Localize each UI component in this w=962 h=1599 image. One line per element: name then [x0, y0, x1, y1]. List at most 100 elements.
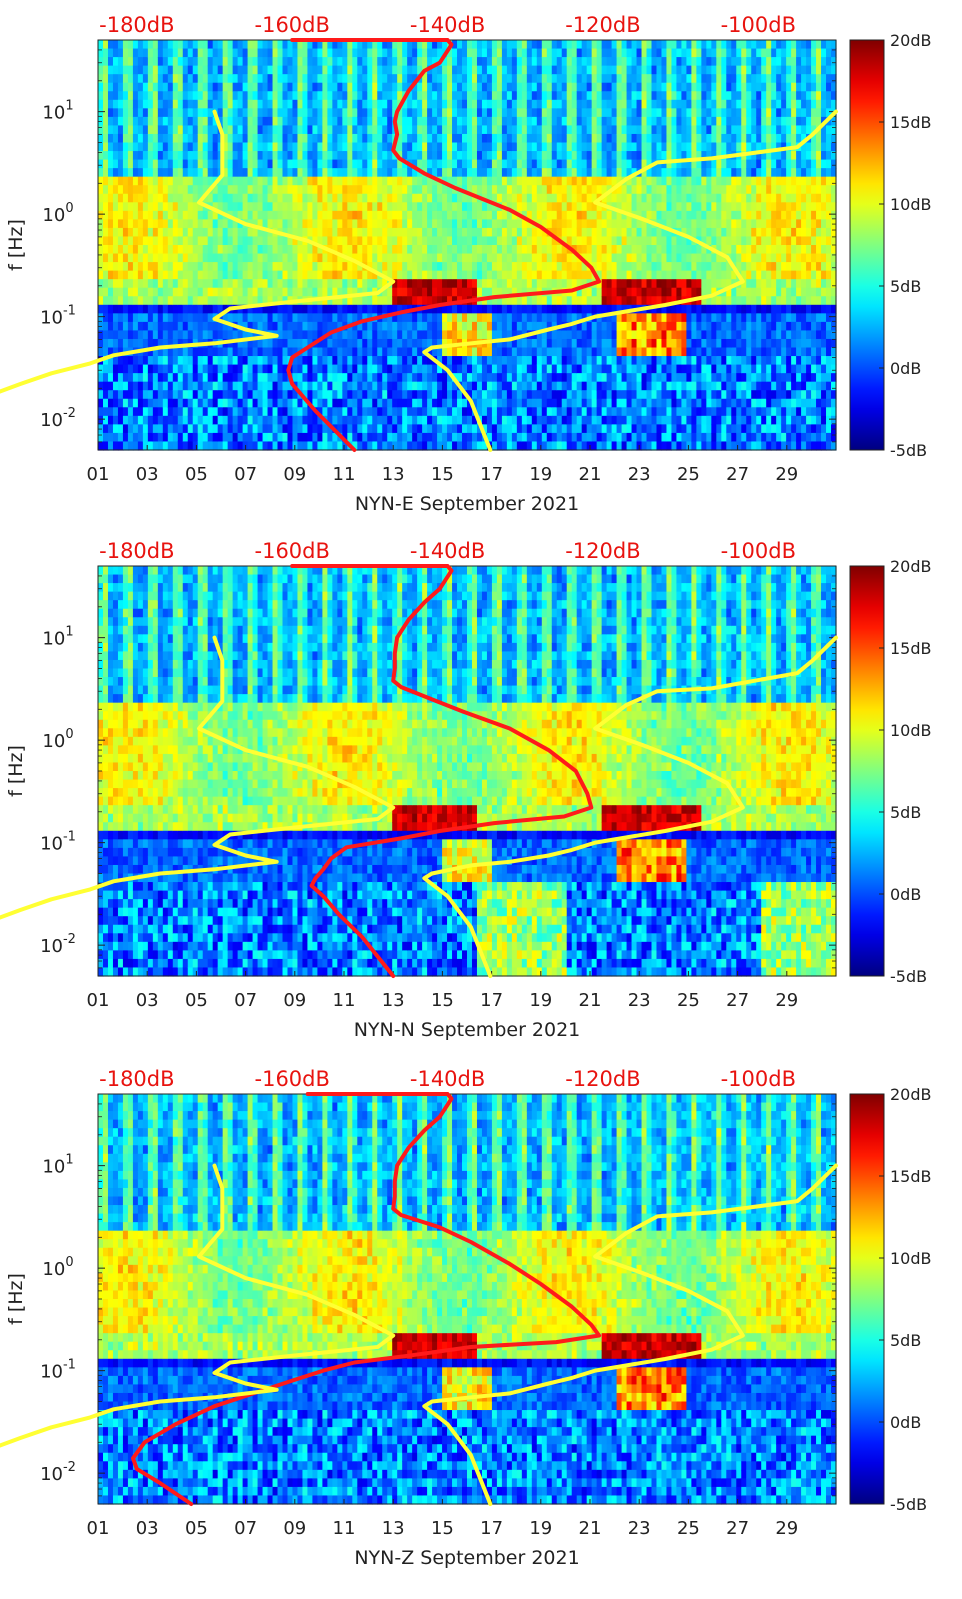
colorbar-label: -5dB: [890, 967, 927, 986]
x-tick-label: 29: [775, 464, 798, 485]
x-tick-label: 03: [136, 990, 159, 1011]
x-tick-label: 09: [283, 990, 306, 1011]
x-tick-label: 13: [382, 990, 405, 1011]
x-tick-label: 09: [283, 1518, 306, 1539]
x-tick-label: 23: [628, 990, 651, 1011]
x-tick-label: 09: [283, 464, 306, 485]
y-tick-label: 100: [42, 201, 73, 226]
x-tick-label: 03: [136, 1518, 159, 1539]
colorbar-label: 0dB: [890, 885, 921, 904]
yellow-model-curve: [422, 109, 838, 452]
y-tick-label: 10-1: [40, 1358, 76, 1383]
y-tick-label: 101: [42, 1153, 73, 1178]
top-axis-db-label: -100dB: [721, 1067, 796, 1091]
y-tick-label: 100: [42, 1255, 73, 1280]
yellow-model-curve: [0, 109, 396, 394]
x-tick-label: 13: [382, 464, 405, 485]
x-tick-label: 19: [529, 990, 552, 1011]
y-axis-label: f [Hz]: [5, 219, 27, 271]
y-tick-label: 101: [42, 99, 73, 124]
x-tick-label: 11: [333, 464, 356, 485]
x-tick-label: 19: [529, 1518, 552, 1539]
spectrogram-image: [98, 566, 837, 977]
y-axis-label: f [Hz]: [5, 1273, 27, 1325]
top-axis-db-label: -160dB: [255, 539, 330, 563]
yellow-model-curve: [422, 1163, 838, 1506]
x-axis-label: NYN-Z September 2021: [354, 1547, 579, 1569]
colorbar-label: 5dB: [890, 803, 921, 822]
x-tick-label: 17: [480, 464, 503, 485]
spectrogram-image: [98, 40, 837, 451]
x-tick-label: 27: [726, 1518, 749, 1539]
x-tick-label: 07: [234, 1518, 257, 1539]
red-noise-curve: [286, 38, 602, 452]
x-tick-label: 17: [480, 1518, 503, 1539]
panel-z: 01 03 05 07 09 11 13 15 17 19 21 23 25 27 29 NYN-Z Sept…: [0, 1067, 932, 1569]
top-axis-db-label: -140dB: [410, 539, 485, 563]
x-tick-label: 25: [677, 1518, 700, 1539]
top-axis-db-label: -120dB: [565, 539, 640, 563]
top-axis-db-label: -120dB: [565, 1067, 640, 1091]
y-tick-label: 10-2: [40, 932, 76, 957]
x-tick-label: 11: [333, 1518, 356, 1539]
colorbar-label: 10dB: [890, 195, 932, 214]
red-noise-curve: [131, 1092, 602, 1506]
colorbar-label: 15dB: [890, 639, 932, 658]
colorbar-label: 20dB: [890, 557, 932, 576]
top-axis-db-label: -160dB: [255, 13, 330, 37]
red-noise-curve: [290, 564, 594, 978]
x-tick-label: 23: [628, 464, 651, 485]
y-tick-label: 10-1: [40, 304, 76, 329]
x-tick-label: 01: [87, 1518, 110, 1539]
colorbar-label: 0dB: [890, 1413, 921, 1432]
panel-n: 01 03 05 07 09 11 13 15 17 19 21 23 25 27 29 NYN-N Sept…: [0, 539, 932, 1041]
y-axis-label: f [Hz]: [5, 745, 27, 797]
yellow-model-curve: [0, 635, 396, 920]
top-axis-db-label: -100dB: [721, 13, 796, 37]
top-axis-db-label: -140dB: [410, 1067, 485, 1091]
x-axis-label: NYN-N September 2021: [354, 1019, 581, 1041]
colorbar: [849, 565, 885, 977]
top-axis-db-label: -140dB: [410, 13, 485, 37]
y-tick-label: 10-2: [40, 1460, 76, 1485]
colorbar-label: 5dB: [890, 1331, 921, 1350]
y-tick-label: 100: [42, 727, 73, 752]
x-tick-label: 01: [87, 464, 110, 485]
x-tick-label: 01: [87, 990, 110, 1011]
x-tick-label: 23: [628, 1518, 651, 1539]
top-axis-db-label: -160dB: [255, 1067, 330, 1091]
yellow-model-curve: [422, 635, 838, 978]
top-axis-db-label: -180dB: [99, 13, 174, 37]
colorbar: [849, 1093, 885, 1505]
panel-e: 01 03 05 07 09 11 13 15 17 19 21 23 25 27 29 NYN-E Sept…: [0, 13, 932, 515]
top-axis-db-label: -180dB: [99, 1067, 174, 1091]
x-tick-label: 03: [136, 464, 159, 485]
x-tick-label: 15: [431, 464, 454, 485]
x-tick-label: 21: [579, 1518, 602, 1539]
x-tick-label: 19: [529, 464, 552, 485]
x-tick-label: 11: [333, 990, 356, 1011]
x-tick-label: 29: [775, 1518, 798, 1539]
colorbar-label: -5dB: [890, 441, 927, 460]
y-tick-label: 10-1: [40, 830, 76, 855]
colorbar-label: -5dB: [890, 1495, 927, 1514]
x-tick-label: 05: [185, 464, 208, 485]
x-tick-label: 27: [726, 990, 749, 1011]
colorbar-label: 5dB: [890, 277, 921, 296]
x-tick-label: 05: [185, 990, 208, 1011]
x-tick-label: 07: [234, 464, 257, 485]
x-tick-label: 21: [579, 990, 602, 1011]
x-tick-label: 05: [185, 1518, 208, 1539]
yellow-model-curve: [0, 1163, 396, 1448]
x-tick-label: 15: [431, 990, 454, 1011]
x-axis-label: NYN-E September 2021: [355, 493, 579, 515]
top-axis-db-label: -180dB: [99, 539, 174, 563]
x-tick-label: 29: [775, 990, 798, 1011]
colorbar-label: 15dB: [890, 113, 932, 132]
colorbar-label: 15dB: [890, 1167, 932, 1186]
x-tick-label: 25: [677, 464, 700, 485]
x-tick-label: 21: [579, 464, 602, 485]
colorbar-label: 0dB: [890, 359, 921, 378]
colorbar: [849, 39, 885, 451]
